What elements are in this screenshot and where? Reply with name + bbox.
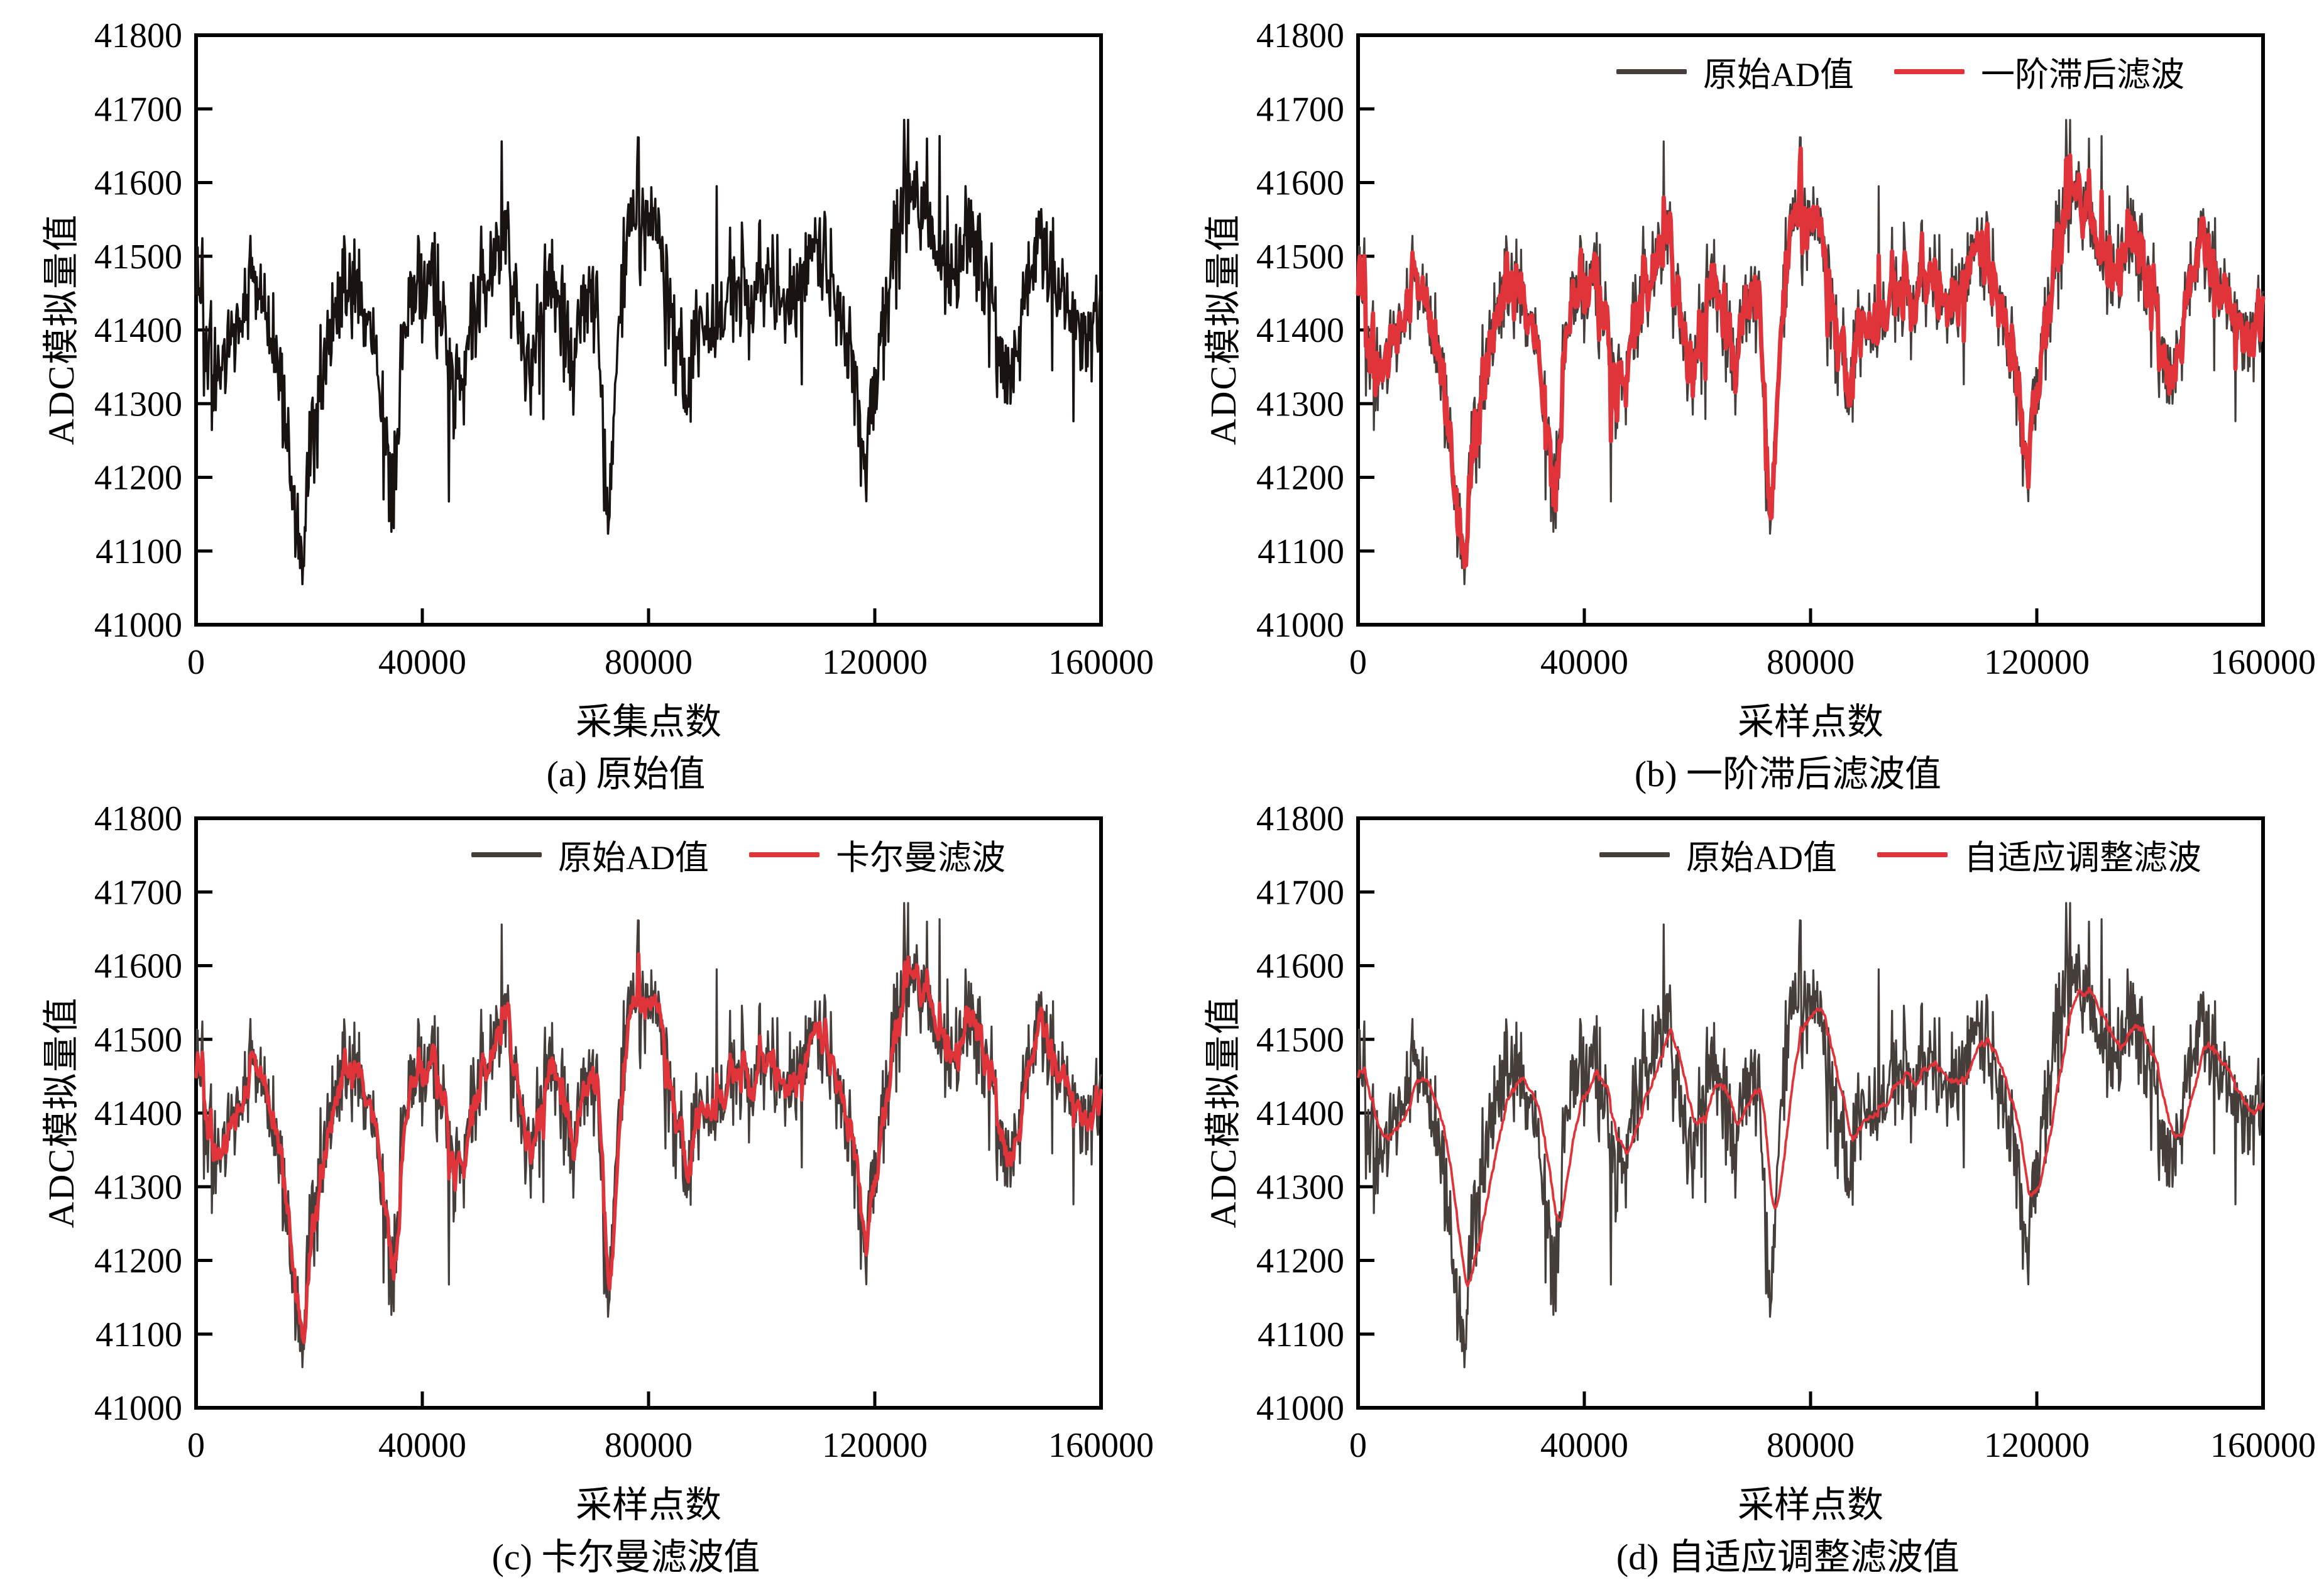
raw-line-sample (1616, 69, 1687, 74)
svg-text:160000: 160000 (1048, 1426, 1154, 1465)
svg-text:41600: 41600 (1256, 164, 1344, 203)
plot-area-d: 41000 41100 41200 41300 41400 41500 41600 41700… (1256, 799, 2316, 1465)
svg-text:120000: 120000 (822, 643, 928, 682)
svg-text:0: 0 (187, 643, 205, 682)
y-axis-title: ADC模拟量值 (1203, 996, 1244, 1229)
panel-caption: (c) 卡尔曼滤波值 (491, 1537, 760, 1577)
panel-caption: (a) 原始值 (546, 754, 706, 794)
svg-text:160000: 160000 (2210, 1426, 2316, 1465)
svg-text:41800: 41800 (94, 799, 182, 838)
svg-text:120000: 120000 (1984, 1426, 2090, 1465)
svg-text:80000: 80000 (605, 1426, 693, 1465)
legend-label: 自适应调整滤波 (1964, 839, 2201, 877)
svg-text:41500: 41500 (1256, 238, 1344, 277)
legend-label: 原始AD值 (1703, 56, 1854, 94)
svg-text:41000: 41000 (94, 606, 182, 645)
legend-item-raw: 原始AD值 (1616, 47, 1854, 96)
svg-text:0: 0 (187, 1426, 205, 1465)
legend-label: 原始AD值 (1686, 839, 1837, 877)
svg-text:40000: 40000 (1540, 643, 1628, 682)
legend-item-raw: 原始AD值 (1599, 830, 1837, 879)
legend-item-filtered: 卡尔曼滤波 (749, 830, 1006, 879)
filtered-line-sample (749, 852, 819, 857)
svg-text:41700: 41700 (1256, 873, 1344, 912)
svg-text:41400: 41400 (1256, 1094, 1344, 1133)
raw-line-sample (471, 852, 542, 857)
legend-label: 一阶滞后滤波 (1981, 56, 2184, 94)
svg-text:41300: 41300 (1256, 1168, 1344, 1207)
panel-caption: (b) 一阶滞后滤波值 (1634, 754, 1942, 794)
svg-text:41100: 41100 (96, 532, 182, 571)
y-axis-title: ADC模拟量值 (41, 213, 82, 446)
filtered-line-sample (1877, 852, 1948, 857)
svg-text:41000: 41000 (1256, 1389, 1344, 1428)
svg-text:160000: 160000 (1048, 643, 1154, 682)
y-axis-title: ADC模拟量值 (1203, 213, 1244, 446)
svg-text:41100: 41100 (1258, 532, 1344, 571)
svg-text:80000: 80000 (1767, 643, 1855, 682)
svg-text:120000: 120000 (1984, 643, 2090, 682)
svg-text:41500: 41500 (94, 1021, 182, 1060)
svg-text:41800: 41800 (1256, 799, 1344, 838)
chart-panel-c: 41000 41100 41200 41300 41400 41500 41600 41700… (25, 793, 1187, 1577)
svg-text:40000: 40000 (1540, 1426, 1628, 1465)
legend-item-raw: 原始AD值 (471, 830, 709, 879)
legend-item-filtered: 一阶滞后滤波 (1894, 47, 2184, 96)
svg-text:41500: 41500 (94, 238, 182, 277)
svg-text:41000: 41000 (1256, 606, 1344, 645)
chart-panel-d: 41000 41100 41200 41300 41400 41500 41600 41700… (1187, 793, 2324, 1577)
x-axis-title: 采样点数 (1737, 1484, 1883, 1525)
svg-text:41400: 41400 (94, 1094, 182, 1133)
svg-text:41100: 41100 (96, 1315, 182, 1354)
svg-text:41300: 41300 (1256, 385, 1344, 424)
plot-area-c: 41000 41100 41200 41300 41400 41500 41600 41700… (94, 799, 1154, 1465)
svg-text:41700: 41700 (94, 873, 182, 912)
svg-text:41300: 41300 (94, 385, 182, 424)
x-axis-title: 采样点数 (575, 1484, 721, 1525)
svg-text:41200: 41200 (1256, 1242, 1344, 1281)
svg-text:41700: 41700 (94, 90, 182, 129)
legend-item-filtered: 自适应调整滤波 (1877, 830, 2201, 879)
svg-text:41800: 41800 (94, 16, 182, 55)
svg-text:41600: 41600 (94, 947, 182, 986)
x-axis-title: 采样点数 (1737, 701, 1883, 742)
svg-text:41200: 41200 (94, 1242, 182, 1281)
svg-text:41600: 41600 (94, 164, 182, 203)
legend: 原始AD值 卡尔曼滤波 (377, 830, 1100, 879)
svg-text:41300: 41300 (94, 1168, 182, 1207)
chart-panel-a: 41000 41100 41200 41300 41400 41500 41600 41700… (25, 10, 1187, 794)
raw-line-sample (1599, 852, 1670, 857)
panel-caption: (d) 自适应调整滤波值 (1616, 1537, 1960, 1577)
legend-label: 原始AD值 (558, 839, 709, 877)
legend: 原始AD值 自适应调整滤波 (1539, 830, 2262, 879)
svg-text:41500: 41500 (1256, 1021, 1344, 1060)
svg-text:41400: 41400 (1256, 311, 1344, 350)
y-axis-title: ADC模拟量值 (41, 996, 82, 1229)
svg-text:0: 0 (1349, 1426, 1367, 1465)
svg-text:80000: 80000 (605, 643, 693, 682)
svg-text:41200: 41200 (1256, 459, 1344, 498)
plot-area-b: 41000 41100 41200 41300 41400 41500 41600 41700… (1256, 16, 2316, 682)
svg-text:41200: 41200 (94, 459, 182, 498)
svg-text:41800: 41800 (1256, 16, 1344, 55)
svg-text:0: 0 (1349, 643, 1367, 682)
x-axis-title: 采集点数 (575, 701, 721, 742)
svg-text:40000: 40000 (378, 1426, 466, 1465)
svg-text:41700: 41700 (1256, 90, 1344, 129)
svg-text:80000: 80000 (1767, 1426, 1855, 1465)
svg-text:120000: 120000 (822, 1426, 928, 1465)
plot-area-a: 41000 41100 41200 41300 41400 41500 41600 41700… (94, 16, 1154, 682)
chart-panel-b: 41000 41100 41200 41300 41400 41500 41600 41700… (1187, 10, 2324, 794)
svg-text:41100: 41100 (1258, 1315, 1344, 1354)
filtered-line-sample (1894, 69, 1965, 74)
legend: 原始AD值 一阶滞后滤波 (1539, 47, 2262, 96)
svg-text:41600: 41600 (1256, 947, 1344, 986)
svg-text:41000: 41000 (94, 1389, 182, 1428)
legend-label: 卡尔曼滤波 (836, 839, 1006, 877)
svg-text:40000: 40000 (378, 643, 466, 682)
svg-text:41400: 41400 (94, 311, 182, 350)
svg-text:160000: 160000 (2210, 643, 2316, 682)
